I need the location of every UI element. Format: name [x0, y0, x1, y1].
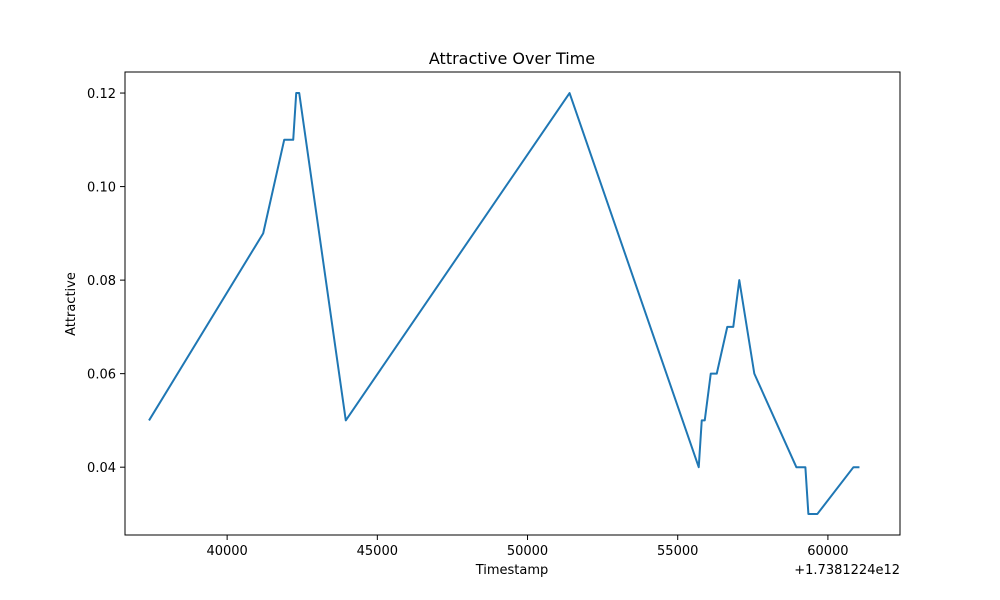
x-tick-label: 40000	[206, 544, 247, 559]
y-tick-label: 0.12	[87, 87, 116, 102]
x-axis-offset-label: +1.7381224e12	[794, 563, 900, 578]
x-tick-label: 55000	[657, 544, 698, 559]
x-axis-title: Timestamp	[475, 563, 549, 578]
series-line	[148, 92, 860, 515]
y-tick-label: 0.08	[87, 274, 116, 289]
y-tick-label: 0.04	[87, 461, 116, 476]
y-tick-label: 0.10	[87, 181, 116, 196]
x-tick-label: 50000	[507, 544, 548, 559]
y-axis-title: Attractive	[64, 272, 79, 336]
y-axis-ticks: 0.04 0.06 0.08 0.10 0.12	[87, 87, 125, 476]
x-axis-ticks: 40000 45000 50000 55000 60000	[206, 535, 849, 559]
y-tick-label: 0.06	[87, 368, 116, 383]
x-tick-label: 60000	[807, 544, 848, 559]
x-tick-label: 45000	[357, 544, 398, 559]
plot-frame	[124, 71, 901, 536]
chart-title: Attractive Over Time	[429, 49, 595, 68]
